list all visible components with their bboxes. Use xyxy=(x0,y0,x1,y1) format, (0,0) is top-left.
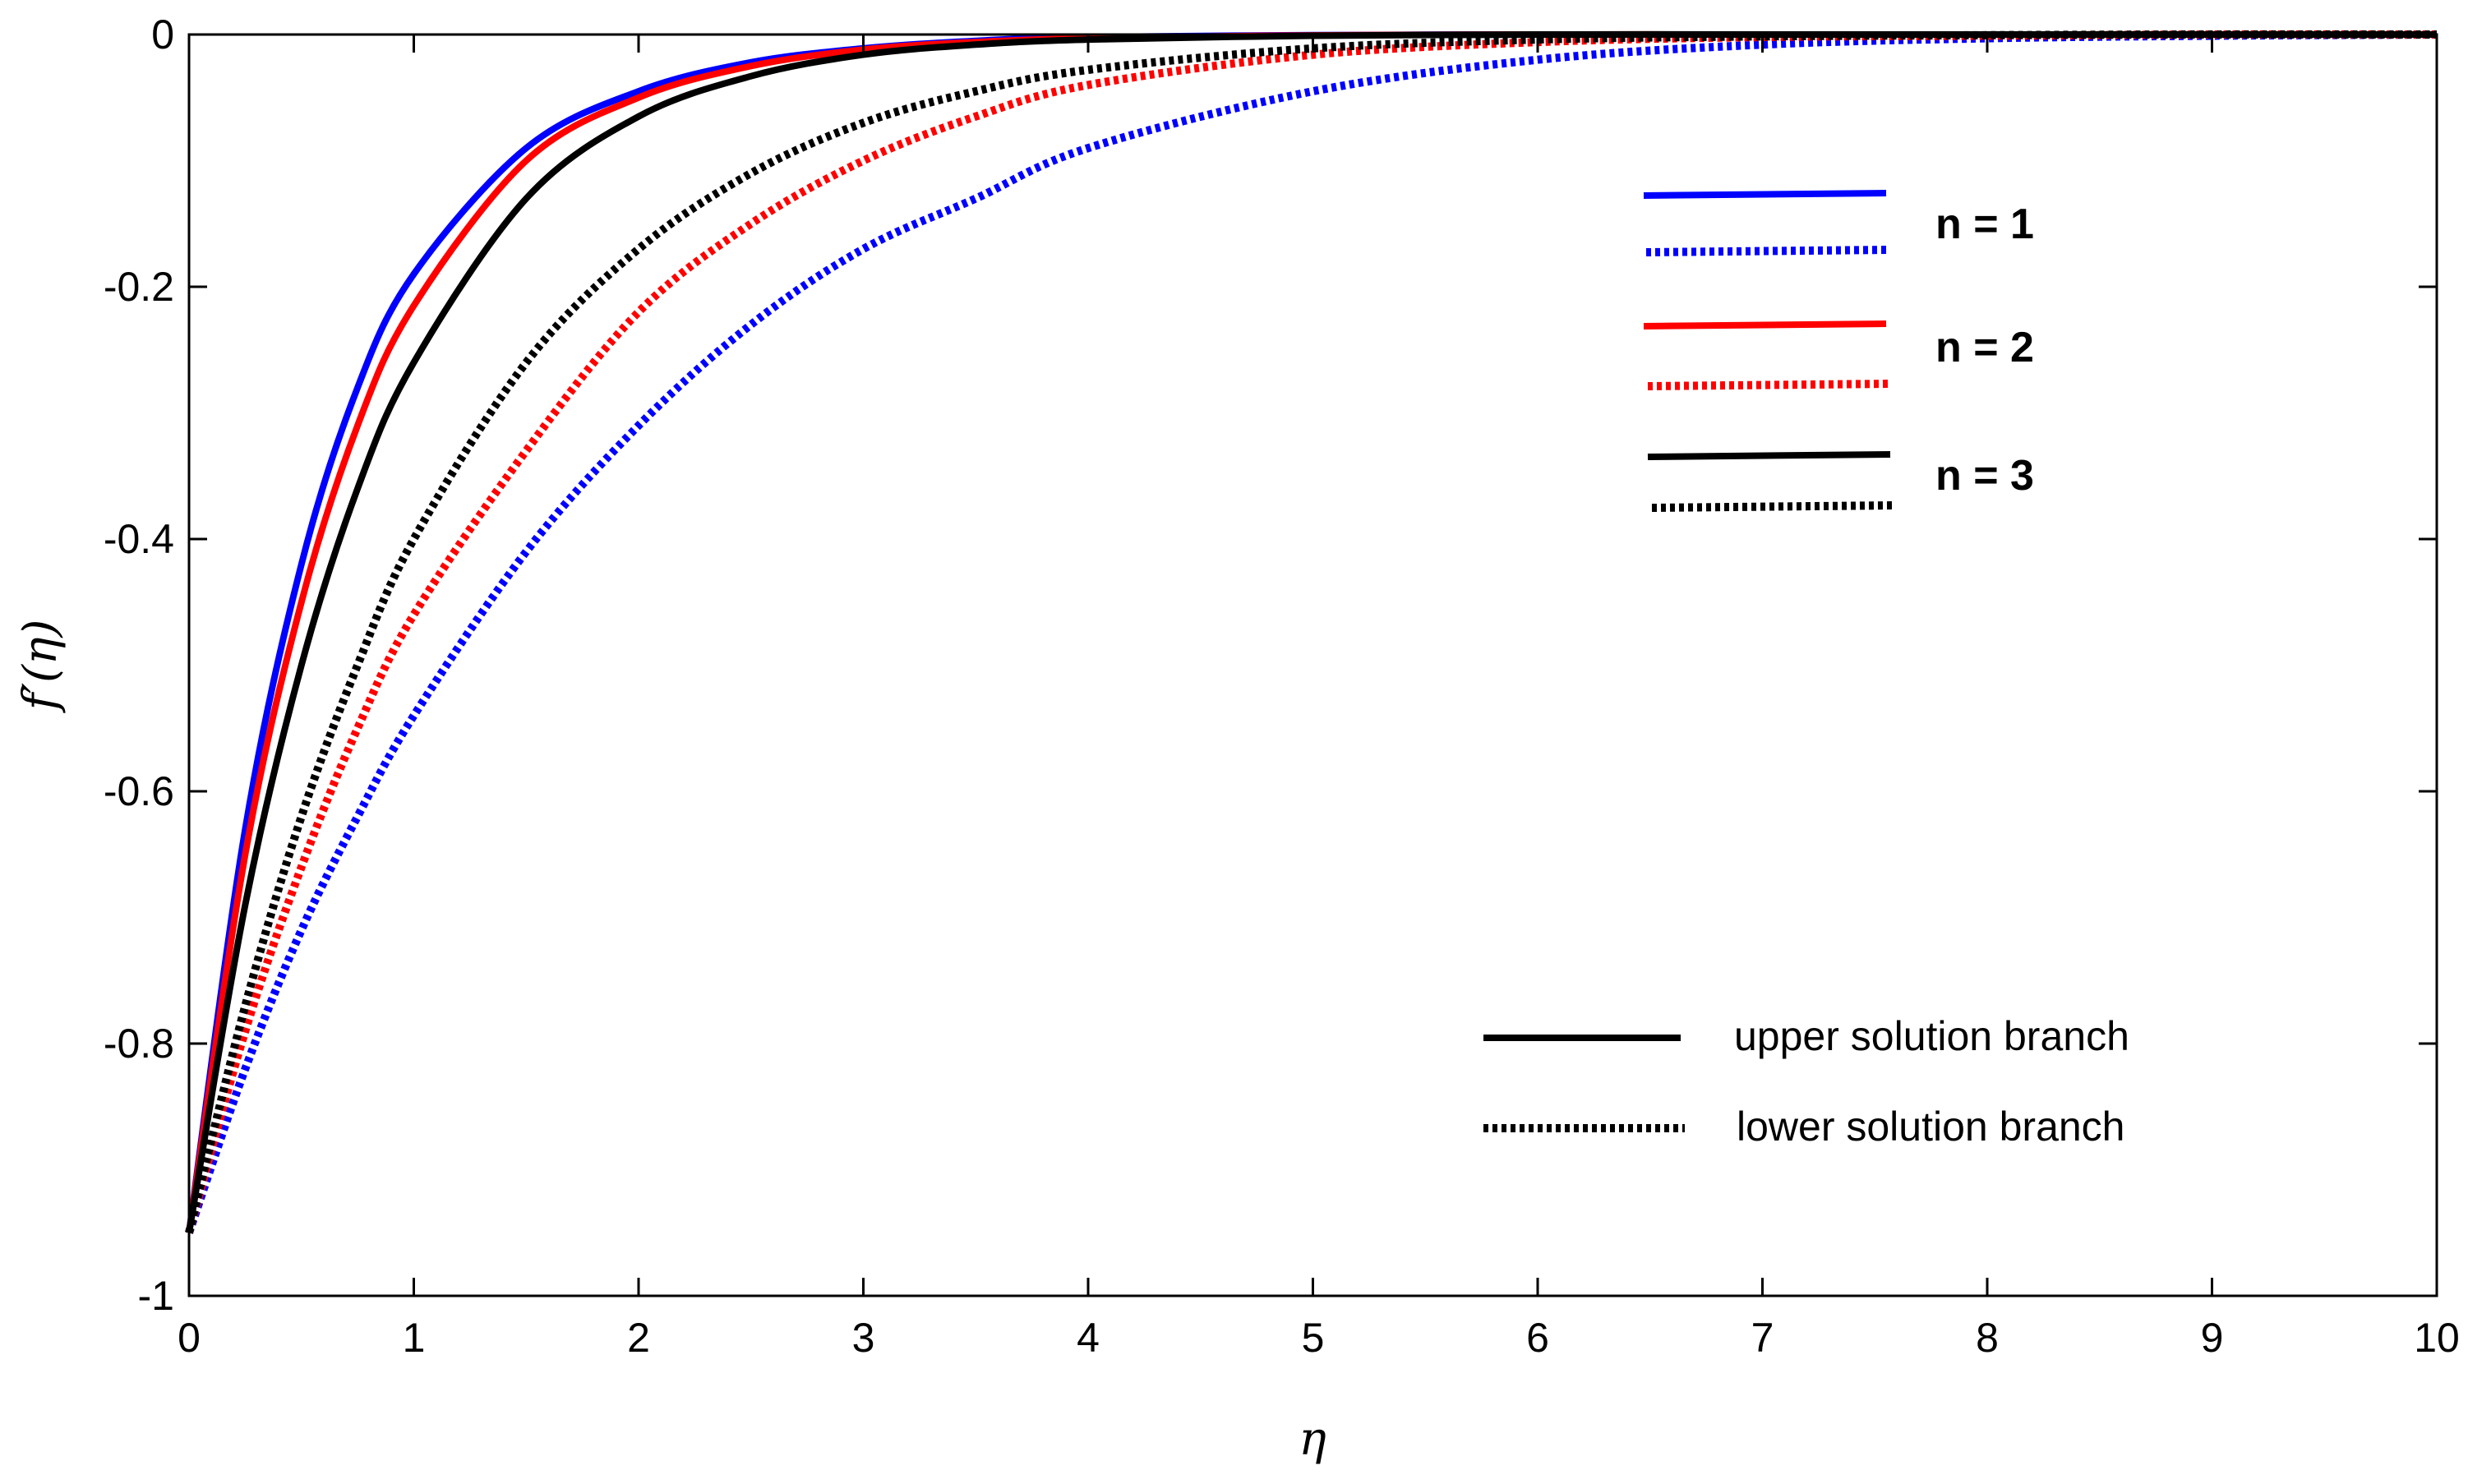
legend-label-n1: n = 1 xyxy=(1935,200,2034,248)
x-tick-label: 8 xyxy=(1976,1315,1999,1361)
y-axis-label: f′(η) xyxy=(14,620,67,714)
legend-swatch-n3-upper xyxy=(1647,451,1891,460)
x-tick-label: 1 xyxy=(403,1315,426,1361)
x-tick-label: 7 xyxy=(1751,1315,1774,1361)
series-line-n1-lower xyxy=(185,30,2438,1234)
series-line-n2-lower xyxy=(185,30,2438,1234)
y-tick-label: -0.4 xyxy=(104,516,174,562)
legend-label-upper-branch: upper solution branch xyxy=(1734,1013,2129,1059)
x-tick-label: 0 xyxy=(178,1315,201,1361)
legend-swatch-n2-lower xyxy=(1647,380,1891,390)
legend-label-n2: n = 2 xyxy=(1935,324,2034,371)
y-tick-label: -1 xyxy=(138,1273,174,1319)
legend-label-lower-branch: lower solution branch xyxy=(1737,1104,2125,1150)
y-tick-label: -0.6 xyxy=(104,768,174,814)
y-tick-label: -0.8 xyxy=(104,1021,174,1067)
x-tick-label: 4 xyxy=(1077,1315,1100,1361)
legend-swatch-n1-lower xyxy=(1645,246,1889,256)
x-tick-label: 2 xyxy=(627,1315,650,1361)
y-tick-label: 0 xyxy=(151,12,174,58)
series-line-n3-lower xyxy=(185,30,2438,1234)
x-tick-label: 5 xyxy=(1302,1315,1325,1361)
plot-area xyxy=(189,35,2437,1296)
legend-swatch-n1-upper xyxy=(1643,190,1887,199)
x-tick-label: 6 xyxy=(1526,1315,1549,1361)
ticks-layer: 0 1 2 3 4 5 6 7 8 9 10 0 -0.2 -0.4 -0.6 -0.8 -1 xyxy=(104,12,2460,1361)
x-axis-label: η xyxy=(1299,1413,1326,1466)
x-tick-label: 9 xyxy=(2201,1315,2224,1361)
y-tick-label: -0.2 xyxy=(104,264,174,310)
x-tick-label: 10 xyxy=(2414,1315,2460,1361)
legend-label-n3: n = 3 xyxy=(1935,452,2034,500)
legend: n = 1 n = 2 n = 3 upper solution branch … xyxy=(1483,190,2129,1150)
legend-swatch-n2-upper xyxy=(1643,320,1887,330)
legend-swatch-n3-lower xyxy=(1651,501,1895,512)
x-tick-label: 3 xyxy=(852,1315,875,1361)
